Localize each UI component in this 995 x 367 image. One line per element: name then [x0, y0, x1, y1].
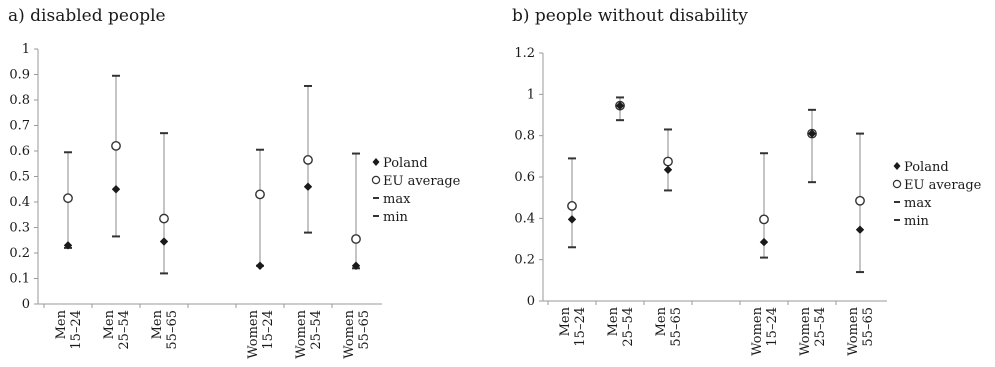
legend-a-label: min	[383, 210, 408, 225]
chart-a-y-tick-label: 0.4	[9, 195, 30, 210]
chart-a-poland-point	[303, 182, 313, 191]
legend-b-label: Poland	[904, 160, 949, 175]
chart-a-title: a) disabled people	[8, 6, 166, 26]
chart-a-y-tick-label: 0.8	[9, 93, 30, 108]
chart-a-category-sublabel: 15–24	[69, 310, 84, 350]
legend-a-label: max	[383, 192, 411, 207]
chart-a-category-label: Women	[294, 309, 309, 358]
chart-a-y-tick-label: 0	[22, 297, 30, 312]
chart-a-category-sublabel: 25–54	[117, 310, 132, 350]
chart-a-category-label: Men	[150, 309, 165, 339]
chart-a-y-tick-label: 0.9	[9, 68, 30, 83]
chart-a-y-tick-label: 1	[22, 42, 30, 57]
chart-b-category-label: Men	[558, 306, 573, 336]
chart-a-poland-point	[255, 261, 265, 270]
chart-b-poland-point	[615, 101, 625, 110]
chart-b-category-sublabel: 55–65	[861, 307, 876, 347]
chart-b-poland-point	[855, 225, 865, 234]
chart-a-y-tick-label: 0.7	[9, 119, 30, 134]
chart-b-poland-point	[759, 237, 769, 247]
chart-a-y-tick-label: 0.3	[9, 221, 30, 236]
chart-a-y-tick-label: 0.6	[9, 144, 30, 159]
chart-b-category-label: Women	[798, 306, 813, 355]
legend-a-label: EU average	[383, 174, 461, 189]
chart-b-category-sublabel: 15–24	[573, 307, 588, 347]
chart-b-poland-point	[663, 165, 673, 174]
chart-b-category-sublabel: 25–54	[621, 307, 636, 347]
chart-b-poland-point	[807, 129, 817, 138]
legend-a-label: Poland	[383, 156, 428, 171]
chart-a-poland-point	[351, 261, 361, 270]
chart-a-eu-average-point	[255, 189, 265, 200]
chart-b-category-sublabel: 55–65	[669, 307, 684, 347]
chart-b-category-sublabel: 15–24	[765, 307, 780, 347]
chart-b-eu-average-point	[663, 156, 673, 167]
chart-b-poland-point	[567, 215, 577, 224]
chart-a-eu-average-point	[303, 155, 313, 165]
chart-a-eu-average-point	[159, 213, 169, 224]
chart-a-y-tick-label: 0.5	[9, 170, 30, 185]
chart-b-category-label: Men	[654, 306, 669, 336]
chart-b-category-label: Women	[750, 306, 765, 355]
chart-a-eu-average-point	[111, 140, 121, 151]
chart-a-category-label: Women	[246, 309, 261, 358]
chart-b-title: b) people without disability	[512, 6, 748, 26]
chart-a-y-tick-label: 0.1	[9, 272, 30, 287]
chart-b-y-tick-label: 0.8	[514, 129, 535, 144]
chart-a-category-sublabel: 25–54	[309, 310, 324, 350]
chart-b-eu-average-point	[759, 214, 769, 225]
legend-b-eu-marker	[892, 179, 902, 189]
chart-a-y-tick-label: 0.2	[9, 246, 30, 261]
chart-a-eu-average-point	[63, 193, 73, 204]
chart-b-y-tick-label: 0.4	[514, 211, 535, 226]
legend-b-label: max	[904, 196, 932, 211]
chart-a-category-label: Men	[102, 309, 117, 339]
chart-a-eu-average-point	[351, 234, 361, 244]
chart-a-poland-point	[159, 237, 169, 246]
legend-a-poland-marker	[372, 158, 380, 166]
chart-a-category-sublabel: 55–65	[357, 310, 372, 350]
chart-b-eu-average-point	[855, 195, 865, 206]
chart-a-poland-point	[111, 185, 121, 194]
chart-b-y-tick-label: 0.6	[514, 170, 535, 185]
chart-a-category-label: Women	[342, 309, 357, 358]
chart-b-category-label: Women	[846, 306, 861, 355]
chart-b-category-sublabel: 25–54	[813, 307, 828, 347]
chart-b-y-tick-label: 0.2	[514, 253, 535, 268]
legend-b-label: EU average	[904, 178, 982, 193]
legend-b-poland-marker	[893, 162, 901, 170]
chart-b-y-tick-label: 1	[527, 87, 535, 102]
chart-b-y-tick-label: 1.2	[514, 46, 535, 61]
chart-a-category-sublabel: 55–65	[165, 310, 180, 350]
chart-a-category-label: Men	[54, 309, 69, 339]
chart-b-eu-average-point	[567, 201, 577, 211]
chart-a-category-sublabel: 15–24	[261, 310, 276, 350]
legend-b-label: min	[904, 214, 929, 229]
chart-b-y-tick-label: 0	[527, 294, 535, 309]
legend-a-eu-marker	[371, 175, 381, 185]
chart-a-poland-point	[63, 241, 73, 250]
chart-b-category-label: Men	[606, 306, 621, 336]
